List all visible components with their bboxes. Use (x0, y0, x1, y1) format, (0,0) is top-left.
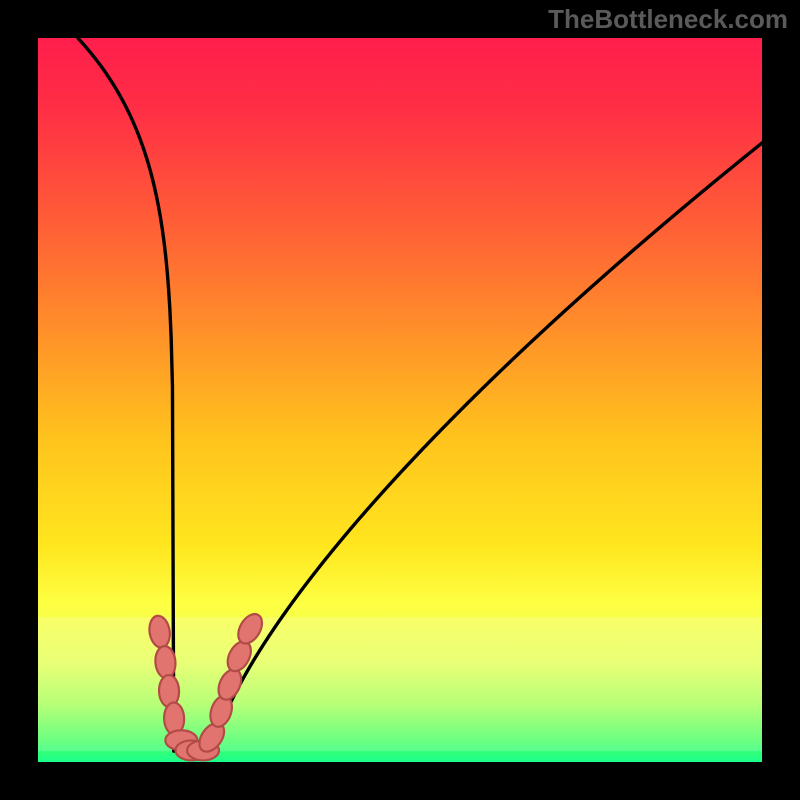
watermark-text: TheBottleneck.com (548, 4, 788, 34)
near-bottom-pale-band (38, 617, 762, 751)
bottleneck-chart: TheBottleneck.com (0, 0, 800, 800)
plot-area (38, 38, 762, 762)
